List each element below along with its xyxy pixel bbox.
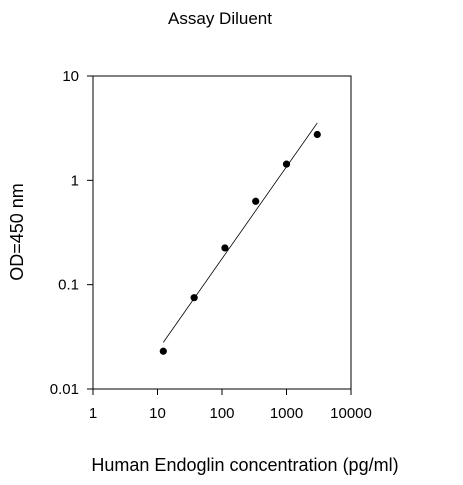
plot-frame [92, 75, 352, 390]
x-axis-ticks: 1 10 100 1000 10000 [89, 389, 372, 422]
data-point [221, 244, 229, 252]
x-tick-label: 100 [209, 405, 234, 422]
y-tick-label: 1 [71, 172, 79, 189]
fit-line-layer [162, 122, 318, 343]
data-point [313, 130, 321, 139]
y-axis-label: OD=450 nm [7, 183, 27, 281]
x-tick-label: 1 [89, 405, 97, 422]
data-point [159, 347, 167, 355]
chart-title: Assay Diluent [168, 9, 272, 28]
x-tick-label: 1000 [270, 405, 303, 422]
data-point [252, 197, 260, 205]
fit-line [162, 122, 318, 343]
y-tick-label: 0.01 [50, 381, 79, 398]
x-tick-label: 10000 [330, 405, 372, 422]
data-point [190, 294, 198, 302]
x-axis-label: Human Endoglin concentration (pg/ml) [91, 455, 398, 475]
y-tick-label: 0.1 [58, 277, 79, 294]
x-tick-label: 10 [149, 405, 166, 422]
data-points-layer [159, 130, 321, 355]
y-tick-label: 10 [62, 68, 79, 85]
data-point [282, 160, 291, 168]
y-axis-ticks: 0.01 0.1 1 10 [50, 68, 93, 398]
